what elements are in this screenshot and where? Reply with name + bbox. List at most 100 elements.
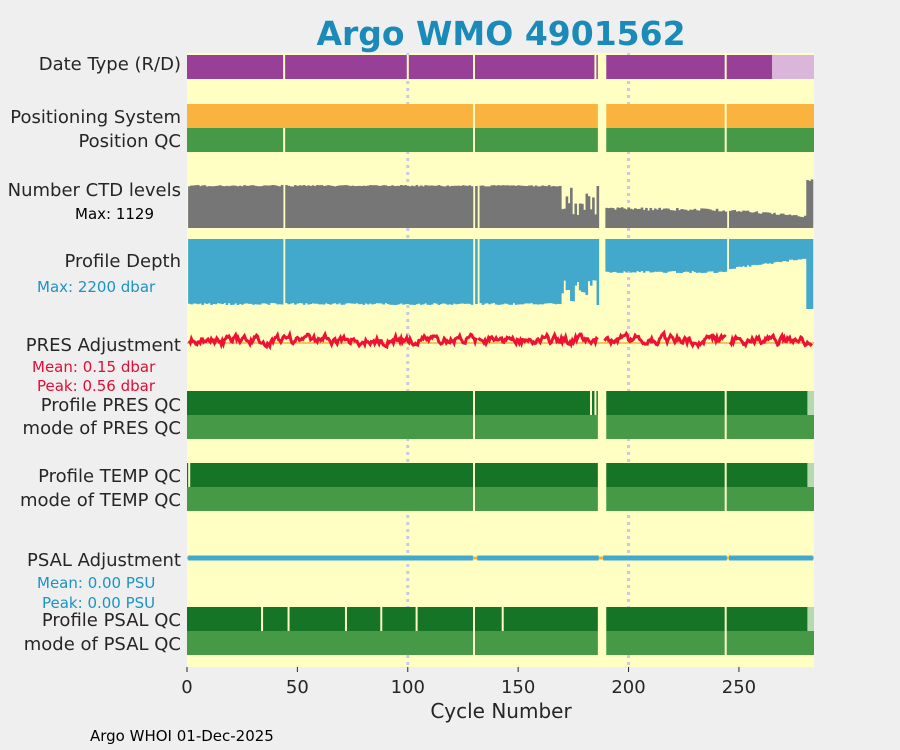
reference-lines (406, 53, 631, 667)
ctd-levels-bar (318, 185, 321, 228)
bar-gap-profile_psal_qc (261, 607, 264, 631)
ctd-levels-bar (428, 185, 432, 228)
profile-depth-bar (534, 239, 538, 305)
ctd-levels-bar (678, 210, 681, 228)
bar-profile_temp_qc (187, 463, 814, 487)
pres-adjustment-line (603, 329, 727, 350)
profile-depth-bar (313, 239, 317, 304)
ctd-levels-bar (199, 186, 202, 228)
ctd-levels-bar (448, 186, 452, 228)
ctd-levels-bar (799, 216, 803, 228)
ctd-levels-bar (680, 209, 684, 228)
profile-depth-bar (744, 239, 748, 268)
bar-gap-mode_temp_qc (597, 487, 602, 511)
profile-depth-bar (810, 239, 814, 309)
profile-depth-bar (589, 239, 593, 286)
ctd-levels-bar (470, 186, 474, 228)
bar-gap-date_type (602, 55, 607, 79)
profile-depth-bar (570, 239, 573, 301)
profile-depth-bar (687, 239, 690, 272)
ctd-levels-bar (406, 185, 410, 228)
profile-depth-bar (446, 239, 450, 305)
ctd-levels-bar (225, 185, 229, 228)
row-label-profile_temp_qc: Profile TEMP QC (38, 466, 181, 487)
profile-depth-bar (609, 239, 613, 273)
ctd-levels-bar (777, 214, 781, 228)
ctd-levels-bar (492, 185, 496, 228)
ctd-levels-bar (576, 214, 580, 228)
ctd-levels-bar (291, 186, 295, 228)
profile-depth-bar (353, 239, 357, 304)
ctd-levels-bar (311, 185, 315, 228)
profile-depth-bar (806, 239, 809, 309)
profile-depth-bar (497, 239, 500, 305)
profile-depth-bar (722, 239, 725, 273)
ctd-levels-bar (755, 211, 759, 228)
profile-depth-bar (653, 239, 657, 272)
ctd-levels-bar (245, 185, 249, 228)
ctd-levels-bar (636, 209, 639, 228)
profile-depth-bar (528, 239, 531, 304)
profile-depth-bar (455, 239, 458, 305)
profile-depth-bar (199, 239, 202, 304)
bar-pos_qc (187, 128, 814, 152)
bar-segment-profile_temp_qc (807, 463, 814, 487)
profile-depth-bar (536, 239, 540, 305)
profile-depth-bar (561, 239, 564, 294)
profile-depth-bar (393, 239, 397, 305)
ctd-levels-bar (563, 208, 567, 228)
ctd-levels-bar (642, 209, 646, 228)
profile-depth-bar (627, 239, 631, 272)
row-annotation-psal_adj: Peak: 0.00 PSU (42, 594, 155, 612)
profile-depth-bar (731, 239, 734, 269)
profile-depth-bar (751, 239, 754, 266)
profile-depth-bar (287, 239, 291, 305)
profile-depth-bar (658, 239, 661, 272)
ctd-levels-bar (596, 186, 600, 228)
ctd-levels-bar (422, 186, 425, 228)
profile-depth-bar (508, 239, 511, 305)
ctd-levels-bar (386, 186, 390, 228)
profile-depth-bar (808, 239, 812, 309)
x-tick-label: 250 (722, 677, 756, 698)
profile-depth-bar (607, 239, 611, 272)
ctd-levels-bar (552, 186, 555, 228)
ctd-levels-bar (395, 185, 399, 228)
profile-depth-bar (804, 239, 807, 259)
profile-depth-bar (241, 239, 244, 305)
bar-gap-pos_system (602, 104, 607, 128)
ctd-levels-bar (269, 185, 273, 228)
bar-gap-date_type (724, 55, 727, 79)
ctd-levels-bar (221, 186, 224, 228)
profile-depth-bar (594, 239, 597, 281)
profile-depth-bar (793, 239, 796, 261)
profile-depth-bar (799, 239, 803, 260)
ctd-levels-bar (503, 185, 507, 228)
profile-depth-bar (611, 239, 615, 273)
ctd-levels-bar (532, 186, 536, 228)
ctd-levels-bar (729, 210, 732, 228)
profile-depth-bar (260, 239, 264, 304)
ctd-levels-bar (497, 185, 500, 228)
ctd-levels-bar (294, 185, 297, 228)
bar-gap-pos_system (597, 104, 602, 128)
profile-depth-bar (384, 239, 388, 304)
ctd-levels-bar (397, 185, 401, 228)
x-tick-label: 50 (286, 677, 309, 698)
ctd-levels-bar (309, 186, 313, 228)
bar-gap-profile_psal_qc (473, 607, 476, 631)
ctd-levels-bar (188, 186, 191, 228)
profile-depth-bar (684, 239, 688, 272)
bar-gap-profile_temp_qc (724, 463, 727, 487)
ctd-levels-bar (689, 209, 692, 228)
ctd-levels-bar (444, 186, 447, 228)
bar-gap-profile_temp_qc (473, 463, 476, 487)
profile-depth-bar (256, 239, 260, 305)
profile-depth-bar (539, 239, 542, 305)
ctd-levels-bar (320, 185, 324, 228)
ctd-levels-bar (620, 207, 624, 228)
profile-depth-bar (764, 239, 767, 264)
profile-depth-bar (530, 239, 533, 304)
profile-depth-bar (300, 239, 304, 304)
profile-depth-bar (336, 239, 339, 305)
